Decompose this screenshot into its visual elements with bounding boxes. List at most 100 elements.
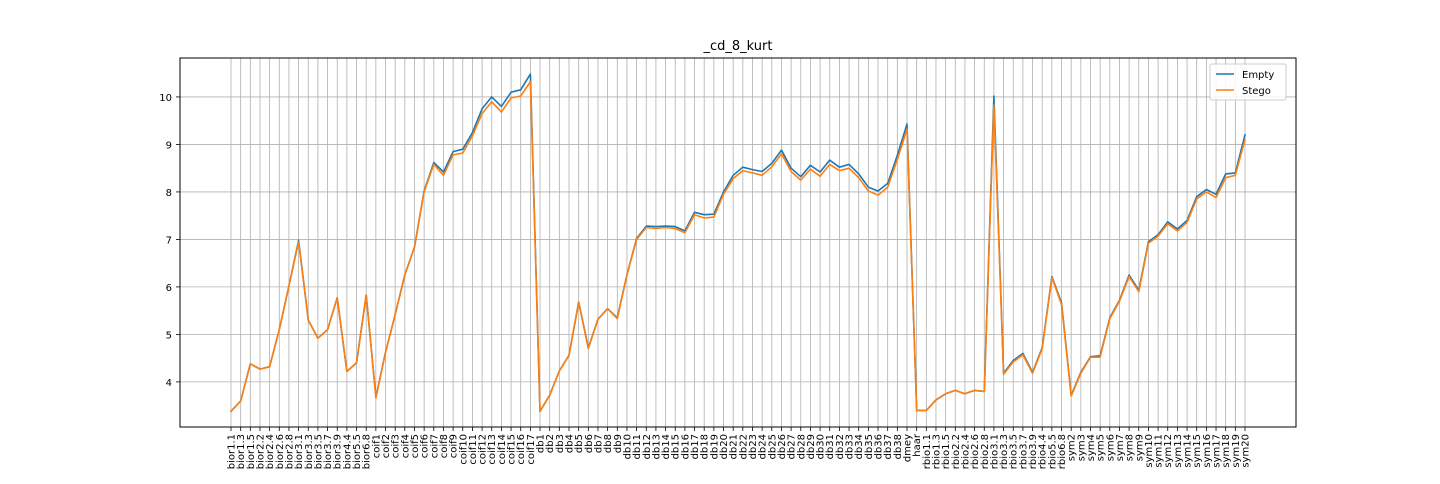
x-tick-label: bior4.4 <box>342 434 353 469</box>
x-tick-label: db1 <box>536 434 547 453</box>
legend-label: Empty <box>1242 70 1274 81</box>
x-tick-label: coif9 <box>449 434 460 458</box>
series-line-stego <box>229 80 1246 413</box>
x-tick-label: db33 <box>845 434 856 459</box>
x-tick-label: bior3.1 <box>294 434 305 469</box>
x-tick-label: db37 <box>883 434 894 459</box>
x-tick-label: sym5 <box>1096 434 1107 461</box>
x-tick-label: rbio5.5 <box>1047 434 1058 469</box>
y-tick-label: 10 <box>159 93 172 104</box>
x-tick-label: rbio1.5 <box>941 434 952 469</box>
x-tick-label: db2 <box>545 434 556 453</box>
legend-label: Stego <box>1242 86 1271 97</box>
x-tick-label: db16 <box>680 434 691 459</box>
x-tick-label: db26 <box>777 434 788 459</box>
x-tick-label: sym15 <box>1192 434 1203 468</box>
x-tick-label: db21 <box>729 434 740 459</box>
x-tick-label: coif5 <box>410 434 421 458</box>
x-tick-label: rbio2.2 <box>951 434 962 469</box>
x-tick-label: sym8 <box>1125 434 1136 461</box>
x-tick-label: coif7 <box>429 434 440 458</box>
x-tick-label: db10 <box>622 434 633 459</box>
x-tick-label: sym10 <box>1144 434 1155 468</box>
x-tick-label: db24 <box>758 434 769 459</box>
x-tick-label: rbio2.8 <box>980 434 991 469</box>
x-tick-label: db4 <box>565 434 576 453</box>
x-tick-label: rbio6.8 <box>1057 434 1068 469</box>
x-tick-label: coif10 <box>458 434 469 465</box>
y-axis: 4 5 6 7 8 9 10 <box>159 93 180 389</box>
x-tick-label: coif12 <box>478 434 489 465</box>
x-tick-label: sym12 <box>1163 434 1174 468</box>
x-tick-label: bior2.2 <box>255 434 266 469</box>
x-tick-label: rbio2.4 <box>960 434 971 469</box>
legend-box <box>1209 63 1287 101</box>
x-axis: bior1.1bior1.3bior1.5bior2.2bior2.4bior2… <box>227 427 1252 469</box>
x-tick-label: bior3.5 <box>313 434 324 469</box>
x-tick-label: sym13 <box>1173 434 1184 468</box>
x-tick-label: db8 <box>603 434 614 453</box>
y-tick-label: 9 <box>166 140 172 151</box>
x-tick-label: db5 <box>574 434 585 453</box>
y-tick-label: 7 <box>166 235 172 246</box>
x-tick-label: rbio3.5 <box>1009 434 1020 469</box>
x-tick-label: db29 <box>806 434 817 459</box>
y-tick-label: 4 <box>166 378 172 389</box>
x-tick-label: db20 <box>719 434 730 459</box>
x-tick-label: db14 <box>661 434 672 459</box>
x-tick-label: bior1.5 <box>246 434 257 469</box>
x-tick-label: coif1 <box>371 434 382 458</box>
x-tick-label: coif14 <box>497 434 508 465</box>
x-tick-label: sym11 <box>1154 434 1165 468</box>
x-tick-label: db9 <box>613 434 624 453</box>
x-tick-label: rbio3.7 <box>1018 434 1029 469</box>
x-tick-label: coif4 <box>400 434 411 458</box>
x-tick-label: sym18 <box>1221 434 1232 468</box>
x-tick-label: sym20 <box>1241 434 1252 468</box>
x-tick-label: db11 <box>632 434 643 459</box>
x-tick-label: db19 <box>709 434 720 459</box>
x-tick-label: db3 <box>555 434 566 453</box>
x-tick-label: coif15 <box>507 434 518 465</box>
chart-title: _cd_8_kurt <box>703 39 773 54</box>
x-tick-label: bior3.7 <box>323 434 334 469</box>
x-tick-label: coif6 <box>420 434 431 458</box>
x-tick-label: db17 <box>690 434 701 459</box>
x-tick-label: rbio4.4 <box>1038 434 1049 469</box>
x-tick-label: db7 <box>593 434 604 453</box>
x-tick-label: bior5.5 <box>352 434 363 469</box>
x-tick-label: coif11 <box>468 434 479 465</box>
x-tick-label: db18 <box>700 434 711 459</box>
x-tick-label: coif8 <box>439 434 450 458</box>
x-tick-label: bior3.3 <box>304 434 315 469</box>
x-tick-label: sym6 <box>1105 434 1116 461</box>
x-tick-label: rbio3.9 <box>1028 434 1039 469</box>
x-tick-label: sym9 <box>1134 434 1145 461</box>
legend: Empty Stego <box>1209 63 1287 101</box>
y-tick-label: 5 <box>166 330 172 341</box>
x-tick-label: sym14 <box>1183 434 1194 468</box>
x-tick-label: rbio1.3 <box>931 434 942 469</box>
x-tick-label: db31 <box>825 434 836 459</box>
x-tick-label: db25 <box>767 434 778 459</box>
x-tick-label: sym16 <box>1202 434 1213 468</box>
x-tick-label: bior1.1 <box>227 434 238 469</box>
x-tick-label: sym17 <box>1212 434 1223 468</box>
x-tick-label: sym3 <box>1076 434 1087 461</box>
x-tick-label: bior2.8 <box>284 434 295 469</box>
y-tick-label: 8 <box>166 188 172 199</box>
x-tick-label: bior3.9 <box>333 434 344 469</box>
x-tick-label: db32 <box>835 434 846 459</box>
x-tick-label: db27 <box>787 434 798 459</box>
x-tick-label: bior1.3 <box>236 434 247 469</box>
x-tick-label: db23 <box>748 434 759 459</box>
x-tick-label: coif17 <box>526 434 537 465</box>
x-tick-label: db36 <box>874 434 885 459</box>
x-tick-label: haar <box>912 433 923 457</box>
x-tick-label: sym19 <box>1231 434 1242 468</box>
x-tick-label: db38 <box>893 434 904 459</box>
x-tick-label: rbio3.3 <box>999 434 1010 469</box>
plot-frame <box>179 57 1297 428</box>
